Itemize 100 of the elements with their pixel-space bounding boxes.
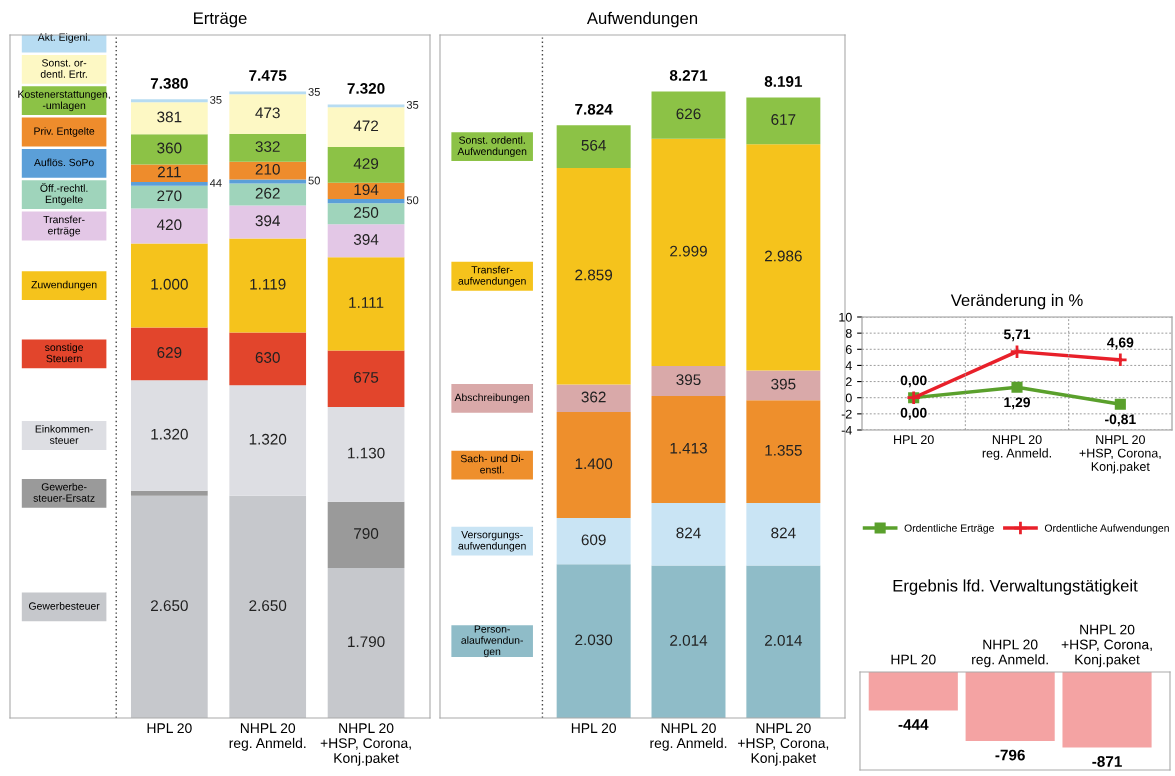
data-label: 1.130	[348, 447, 385, 459]
total-label: 7.475	[249, 70, 287, 81]
data-label: 35	[308, 87, 320, 96]
data-label: 675	[354, 371, 379, 383]
x-tick-label: NHPL 20 reg. Anmeld.	[982, 435, 1051, 460]
data-label: 420	[156, 219, 182, 231]
text: Sach- und Di- enstl.	[460, 454, 524, 474]
chart-title: Erträge	[194, 12, 247, 28]
data-label: 1.413	[670, 442, 707, 454]
data-label: 2.650	[249, 600, 287, 612]
data-label: 50	[308, 176, 320, 185]
y-tick-label: 2	[845, 377, 852, 387]
data-label: 629	[157, 347, 182, 358]
data-label: 472	[353, 120, 379, 132]
text: Person- alaufwendun- gen	[461, 625, 523, 658]
data-label: -796	[995, 749, 1025, 761]
data-label: 362	[581, 391, 606, 403]
data-label: 2.014	[765, 634, 803, 646]
y-tick-label: -2	[841, 409, 852, 419]
data-label: 395	[676, 374, 701, 386]
data-label: 1.790	[348, 636, 385, 648]
total-label: 7.824	[575, 103, 613, 115]
data-label: 211	[157, 166, 181, 178]
text: Priv. Entgelte	[34, 127, 95, 137]
text: Transfer- erträge	[43, 215, 85, 237]
y-tick-label: 10	[839, 312, 852, 322]
data-label: 564	[581, 139, 606, 151]
data-label: 1.320	[249, 433, 287, 445]
x-tick-label: NHPL 20 reg. Anmeld.	[650, 723, 727, 751]
text: Gewerbesteuer	[29, 602, 100, 610]
data-label: 1.400	[575, 458, 613, 470]
data-label: -444	[898, 719, 929, 730]
data-label: 429	[353, 158, 379, 169]
x-tick-label: NHPL 20 +HSP, Corona, Konj.paket	[1079, 435, 1161, 474]
chart-title: Ergebnis lfd. Verwaltungstätigkeit	[893, 579, 1138, 595]
data-label: 35	[210, 95, 222, 104]
data-label: 2.859	[575, 269, 613, 281]
x-tick-label: NHPL 20 +HSP, Corona, Konj.paket	[320, 723, 411, 766]
text: sonstige Steuern	[44, 343, 84, 363]
y-tick-label: 4	[845, 361, 852, 370]
x-tick-label: HPL 20	[891, 654, 936, 665]
data-label: 2.986	[765, 250, 802, 262]
data-label: 824	[771, 527, 796, 539]
text: Abschreibungen	[454, 393, 530, 404]
x-tick-label: NHPL 20 reg. Anmeld.	[229, 723, 306, 751]
legend-label: Ordentliche Aufwendungen	[1044, 524, 1169, 534]
data-label: 262	[255, 187, 280, 199]
text: Öff.-rechtl. Entgelte	[40, 183, 88, 206]
data-label: -0,81	[1105, 414, 1136, 427]
x-tick-label: HPL 20	[571, 723, 617, 734]
text: Auflös. SoPo	[34, 158, 94, 167]
text: Sonst. ordentl. Aufwendungen	[457, 136, 527, 158]
legend-label: Ordentliche Erträge	[904, 524, 994, 534]
data-label: 1.119	[250, 278, 286, 290]
x-tick-label: NHPL 20 +HSP, Corona, Konj.paket	[738, 723, 829, 766]
data-label: 381	[157, 111, 182, 123]
y-tick-label: 8	[845, 328, 852, 338]
data-label: 5,71	[1003, 329, 1031, 342]
text: Gewerbe- steuer-Ersatz	[33, 482, 95, 502]
data-label: 2.650	[151, 600, 188, 612]
data-label: 626	[676, 108, 701, 120]
text: Einkommen- steuer	[35, 425, 93, 444]
total-label: 7.380	[150, 78, 188, 89]
data-label: 332	[255, 141, 280, 152]
data-label: 0,00	[900, 407, 927, 420]
total-label: 8.271	[669, 70, 708, 81]
data-label: 0,00	[900, 375, 927, 388]
text: Zuwendungen	[31, 280, 97, 291]
data-label: 2.999	[670, 245, 707, 257]
data-label: 4,69	[1107, 337, 1134, 350]
data-label: 270	[157, 190, 182, 202]
chart-title: Aufwendungen	[586, 11, 698, 28]
data-label: 2.014	[670, 634, 708, 646]
data-label: 1.000	[151, 278, 188, 290]
text: Sonst. or- dentl. Ertr.	[40, 59, 87, 78]
data-label: 824	[676, 527, 701, 539]
data-label: -871	[1092, 756, 1122, 767]
x-tick-label: HPL 20	[894, 435, 934, 445]
x-tick-label: NHPL 20 +HSP, Corona, Konj.paket	[1061, 624, 1152, 668]
data-label: 395	[771, 378, 796, 390]
data-label: 394	[255, 215, 280, 227]
data-label: 210	[255, 163, 280, 175]
y-tick-label: -4	[841, 425, 852, 435]
data-label: 630	[255, 352, 280, 363]
text: Transfer- aufwendungen	[458, 265, 526, 287]
data-label: 250	[354, 207, 379, 218]
data-label: 35	[406, 100, 419, 109]
data-label: 473	[255, 107, 280, 119]
data-label: 790	[354, 528, 379, 539]
text: Akt. Eigenl.	[37, 33, 90, 43]
data-label: 1,29	[1004, 397, 1030, 410]
data-label: 1.111	[349, 297, 384, 308]
data-label: 1.355	[765, 444, 802, 456]
data-label: 394	[353, 234, 379, 245]
data-label: 1.320	[151, 428, 188, 440]
data-label: 609	[581, 534, 606, 546]
x-tick-label: HPL 20	[147, 723, 192, 734]
data-label: 44	[209, 179, 222, 187]
data-label: 617	[771, 114, 796, 125]
data-label: 2.030	[575, 634, 613, 646]
